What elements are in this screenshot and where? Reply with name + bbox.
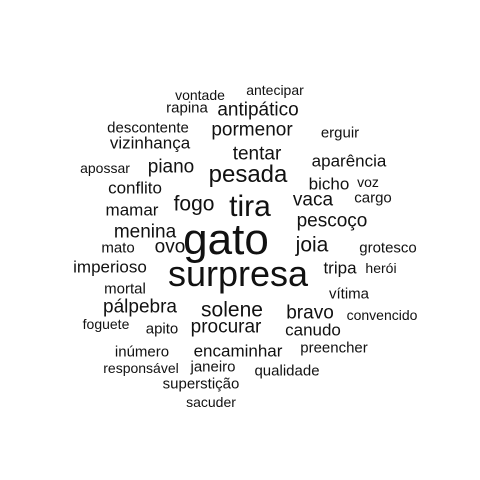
word: conflito [108, 178, 162, 198]
word: pormenor [211, 119, 293, 141]
word: pesada [208, 161, 288, 188]
word: bravo [286, 302, 334, 324]
word: tripa [323, 258, 357, 278]
word: descontente [107, 119, 189, 137]
word: imperioso [73, 257, 147, 277]
word: grotesco [359, 239, 417, 257]
word: menina [113, 221, 177, 243]
word: herói [365, 260, 397, 276]
word: antecipar [246, 82, 304, 98]
word: antipático [217, 99, 299, 121]
word: mortal [104, 280, 146, 298]
word: superstição [162, 375, 240, 393]
word: qualidade [254, 362, 320, 380]
word: vontade [175, 87, 225, 103]
word: apossar [80, 160, 130, 176]
word: pálpebra [103, 296, 177, 318]
word: procurar [190, 316, 262, 338]
word: vizinhança [109, 133, 191, 153]
word: pescoço [296, 210, 368, 232]
word: sacuder [186, 394, 236, 410]
word: responsável [103, 360, 179, 376]
word: vítima [328, 285, 370, 303]
word: foguete [82, 316, 130, 332]
word: mamar [105, 200, 159, 220]
word: piano [147, 156, 195, 178]
word: encaminhar [193, 341, 283, 361]
word: aparência [311, 151, 387, 171]
word: surpresa [167, 253, 309, 294]
word: inúmero [114, 343, 170, 361]
word: gato [183, 215, 269, 264]
word: tentar [232, 143, 282, 165]
word: vaca [292, 189, 334, 211]
word: erguir [320, 124, 360, 142]
word: canudo [285, 320, 341, 340]
word: fogo [173, 192, 215, 216]
word: apito [145, 320, 179, 338]
word: mato [101, 239, 135, 257]
word: solene [201, 298, 263, 322]
word: voz [357, 174, 379, 190]
word: rapina [166, 99, 208, 117]
word: janeiro [190, 358, 236, 376]
word: bicho [308, 174, 350, 194]
word: ovo [154, 236, 186, 258]
word: convencido [346, 307, 418, 323]
word: preencher [300, 339, 368, 357]
word: joia [295, 233, 329, 257]
word: tira [229, 190, 271, 223]
word: cargo [354, 189, 392, 207]
